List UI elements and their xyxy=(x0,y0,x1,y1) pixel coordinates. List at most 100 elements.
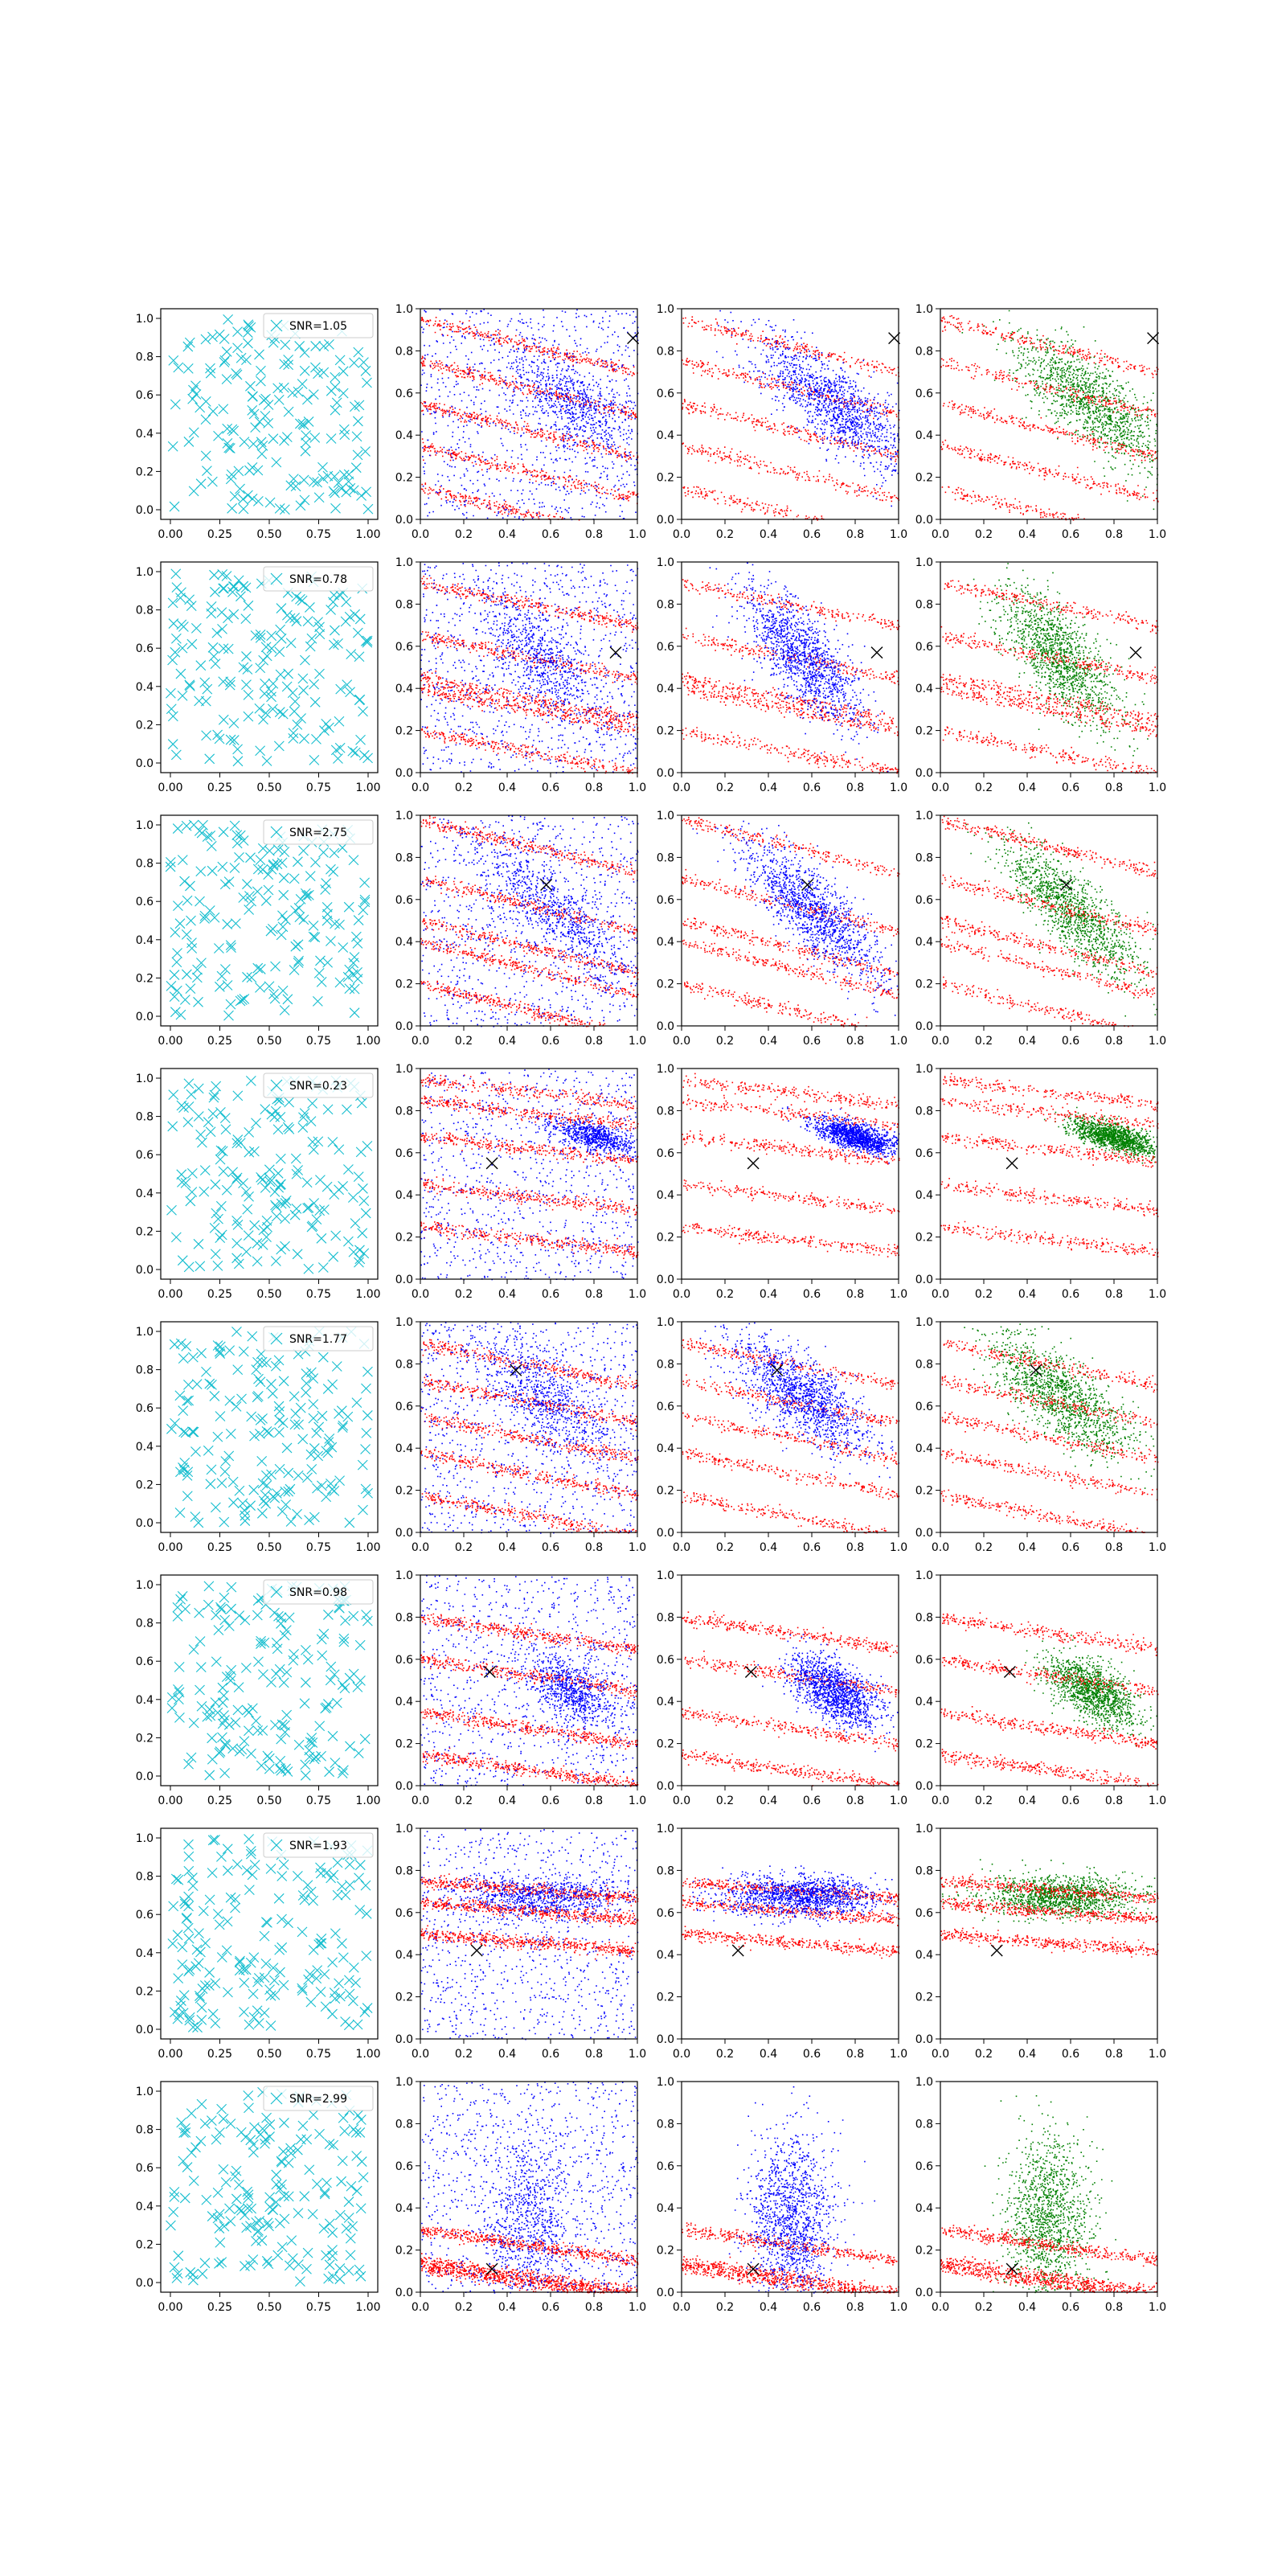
cyan-x-point xyxy=(277,985,289,996)
x-tick-label: 0.6 xyxy=(1062,528,1079,541)
cyan-x-point xyxy=(256,375,266,387)
cyan-x-point xyxy=(207,1868,218,1878)
axes-frame xyxy=(681,1574,899,1786)
cyan-x-point xyxy=(194,1991,205,2001)
points xyxy=(940,1859,1159,1958)
x-tick-label: 0.00 xyxy=(158,1541,182,1554)
y-tick-label: 0.0 xyxy=(657,1274,674,1286)
x-tick-label: 0.2 xyxy=(455,1288,473,1301)
cyan-x-point xyxy=(353,2110,363,2121)
cyan-x-point xyxy=(230,918,241,929)
x-tick-label: 0.6 xyxy=(542,1795,559,1807)
x-tick-label: 0.4 xyxy=(1018,1795,1036,1807)
cyan-x-point xyxy=(170,646,181,658)
cyan-x-point xyxy=(309,476,319,487)
cyan-x-point xyxy=(195,1684,205,1696)
cyan-x-point xyxy=(330,1758,341,1768)
cyan-x-point xyxy=(343,2213,354,2223)
cyan-x-point xyxy=(305,1969,315,1979)
cyan-x-point xyxy=(298,1112,309,1123)
cyan-x-point xyxy=(341,2223,352,2234)
x-tick-label: 0.4 xyxy=(760,1288,777,1301)
cyan-x-point xyxy=(258,654,269,666)
x-tick-label: 0.4 xyxy=(760,1541,777,1554)
cyan-x-point xyxy=(297,1434,309,1445)
axes-frame xyxy=(420,1321,638,1533)
cyan-x-point xyxy=(218,404,229,415)
cyan-x-point xyxy=(342,1236,354,1247)
panel-r5-c2: 0.00.20.40.60.81.00.0 0.2 0.4 0.6 0.8 1.0 xyxy=(395,1316,646,1554)
y-tick-label: 0.0 xyxy=(136,2277,154,2290)
cyan-x-point xyxy=(222,1916,233,1927)
x-tick-label: 0.0 xyxy=(412,2301,429,2314)
y-tick-label: 0.6 xyxy=(915,388,933,400)
cyan-x-point xyxy=(209,912,220,923)
cyan-x-point xyxy=(205,830,216,841)
x-tick-label: 0.0 xyxy=(412,781,429,794)
cyan-x-point xyxy=(183,1078,195,1089)
cyan-x-point xyxy=(315,1987,326,1997)
cyan-x-point xyxy=(280,914,291,925)
cyan-x-point xyxy=(280,1720,290,1731)
cyan-x-point xyxy=(351,1397,362,1408)
x-tick-label: 0.8 xyxy=(846,528,864,541)
x-tick-label: 0.8 xyxy=(846,1795,864,1807)
cyan-x-point xyxy=(251,1715,261,1726)
cyan-x-point xyxy=(204,1894,215,1905)
cyan-x-point xyxy=(255,662,266,674)
cyan-x-point xyxy=(249,1430,260,1442)
points xyxy=(682,1322,900,1534)
cyan-x-point xyxy=(221,347,232,357)
cyan-x-point xyxy=(339,1683,350,1694)
target-x-marker xyxy=(510,1364,522,1376)
legend-box xyxy=(263,1073,374,1098)
cyan-x-point xyxy=(345,687,355,698)
cyan-x-point xyxy=(276,2156,287,2167)
cyan-x-point xyxy=(185,983,196,995)
legend-box xyxy=(263,2086,374,2111)
cyan-x-point xyxy=(219,355,231,366)
cyan-x-point xyxy=(354,1245,365,1256)
blue-points xyxy=(757,1634,899,1753)
cyan-x-point xyxy=(308,1895,319,1906)
x-tick-label: 0.6 xyxy=(803,781,821,794)
panel-r5-c3: 0.00.20.40.60.81.00.0 0.2 0.4 0.6 0.8 1.0 xyxy=(657,1316,907,1554)
cyan-x-point xyxy=(274,646,285,658)
cyan-x-point xyxy=(295,2276,305,2287)
cyan-x-point xyxy=(171,957,182,968)
cyan-x-point xyxy=(168,1901,179,1912)
y-tick-label: 0.6 xyxy=(915,894,933,907)
cyan-x-point xyxy=(191,1379,203,1389)
axes-frame xyxy=(420,1827,638,2040)
cyan-x-point xyxy=(329,1485,340,1496)
cyan-x-point xyxy=(272,859,283,870)
y-tick-label: 0.8 xyxy=(915,1358,933,1371)
cyan-x-point xyxy=(182,1491,193,1502)
cyan-x-point xyxy=(318,367,330,378)
cyan-x-point xyxy=(211,1208,222,1219)
cyan-x-point xyxy=(172,823,183,834)
x-tick-label: 0.50 xyxy=(256,528,281,541)
red-points xyxy=(940,815,1159,1028)
x-tick-label: 0.8 xyxy=(846,2048,864,2061)
cyan-x-point xyxy=(278,1979,289,1991)
cyan-x-point xyxy=(324,1433,335,1444)
cyan-x-point xyxy=(326,433,337,444)
x-tick-label: 0.2 xyxy=(716,1288,734,1301)
axes-frame xyxy=(681,2081,899,2293)
red-points xyxy=(682,2222,899,2294)
cyan-x-point xyxy=(188,2275,199,2286)
cyan-x-point xyxy=(174,1694,184,1704)
y-tick-label: 0.0 xyxy=(657,1780,674,1793)
cyan-x-point xyxy=(264,845,275,856)
cyan-x-point xyxy=(224,2203,235,2214)
cyan-x-point xyxy=(262,1221,272,1233)
cyan-x-point xyxy=(244,1191,254,1202)
cyan-x-point xyxy=(347,1192,358,1203)
cyan-x-point xyxy=(167,1121,178,1132)
cyan-x-point xyxy=(207,476,218,487)
x-tick-label: 0.00 xyxy=(158,2301,182,2314)
x-tick-label: 0.2 xyxy=(716,2301,734,2314)
cyan-x-point xyxy=(350,1218,361,1229)
y-tick-label: 1.0 xyxy=(657,1316,674,1329)
